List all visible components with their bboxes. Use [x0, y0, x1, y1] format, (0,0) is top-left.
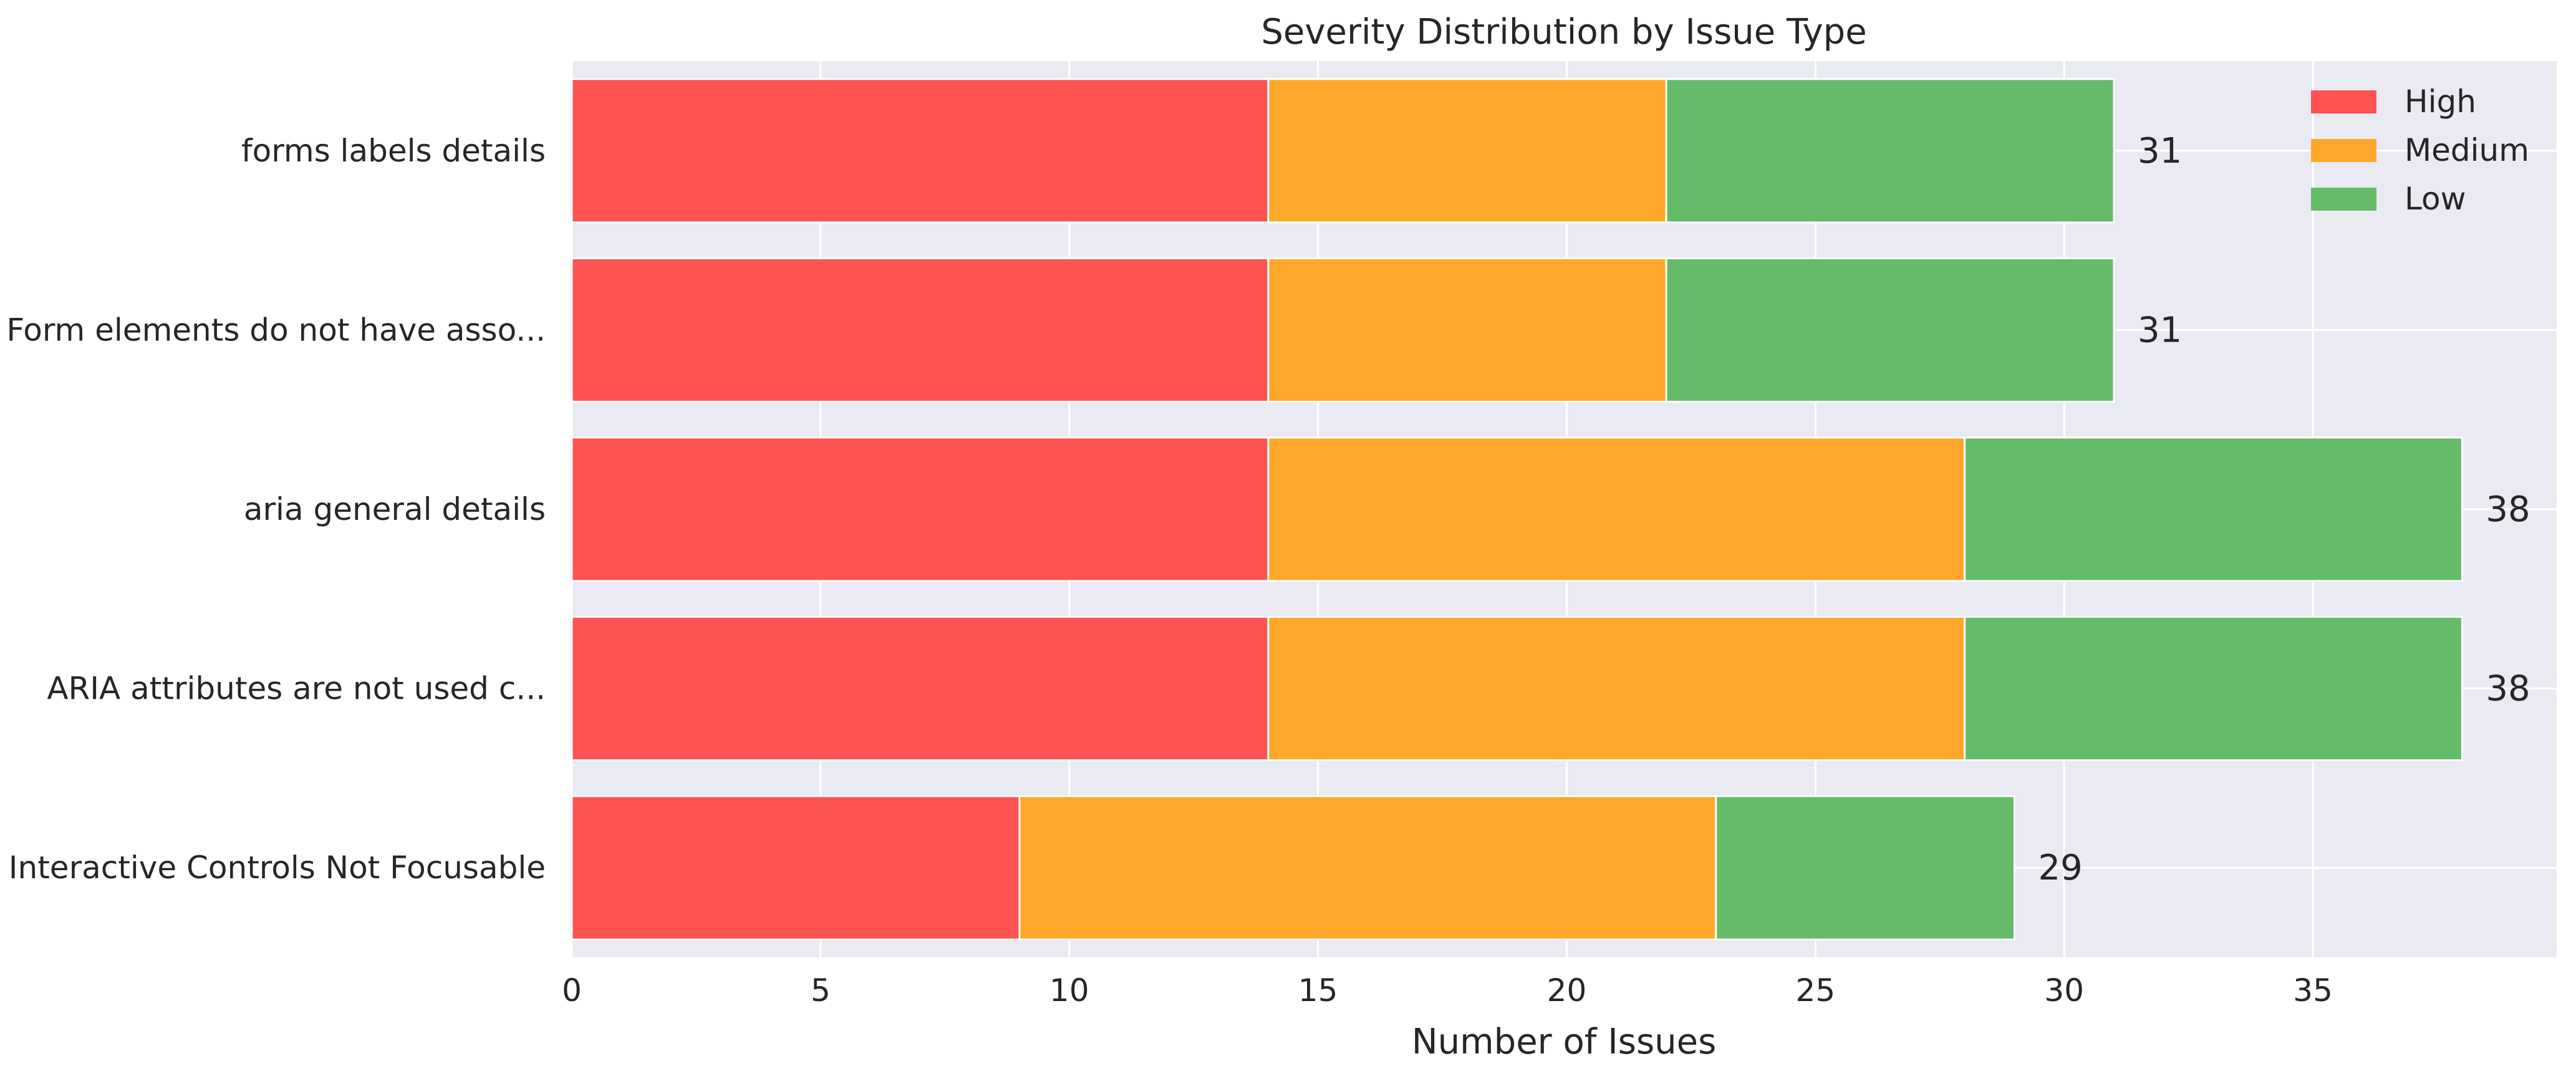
legend-swatch-high: [2311, 90, 2376, 113]
bar-segment-high: [571, 257, 1270, 403]
bar-segment-high: [571, 795, 1021, 941]
y-tick-label: ARIA attributes are not used c...: [47, 671, 546, 707]
x-tick-label: 20: [1547, 972, 1587, 1009]
x-tick-label: 15: [1298, 972, 1338, 1009]
x-tick-label: 30: [2044, 972, 2084, 1009]
bar-segment-medium: [1267, 436, 1966, 582]
bar-total-label: 38: [2486, 669, 2530, 709]
bar-segment-medium: [1267, 78, 1667, 224]
x-tick-label: 0: [562, 972, 582, 1009]
legend-label: Medium: [2405, 132, 2529, 168]
legend-label: Low: [2405, 181, 2466, 217]
bar-total-label: 29: [2038, 848, 2082, 888]
y-tick-label: forms labels details: [241, 133, 546, 169]
y-axis-tick-labels: forms labels details Form elements do not…: [6, 133, 546, 886]
bar-segment-high: [571, 436, 1270, 582]
x-tick-label: 35: [2293, 972, 2333, 1009]
bar-segment-high: [571, 616, 1270, 762]
bar-segment-low: [1715, 795, 2015, 941]
y-tick-label: aria general details: [244, 491, 546, 527]
bar-segment-medium: [1267, 257, 1667, 403]
legend: High Medium Low: [2311, 84, 2529, 217]
x-axis-tick-labels: 0 5 10 15 20 25 30 35: [562, 972, 2333, 1009]
bars: [571, 78, 2463, 941]
legend-swatch-medium: [2311, 139, 2376, 162]
bar-segment-high: [571, 78, 1270, 224]
bar-segment-low: [1964, 436, 2463, 582]
bar-total-label: 31: [2138, 310, 2182, 350]
x-axis-label: Number of Issues: [1412, 1022, 1717, 1062]
bar-total-label: 31: [2138, 131, 2182, 171]
x-tick-label: 5: [811, 972, 831, 1009]
bar-segment-low: [1665, 78, 2115, 224]
x-tick-label: 10: [1049, 972, 1089, 1009]
bar-segment-low: [1964, 616, 2463, 762]
legend-label: High: [2405, 84, 2476, 120]
bar-segment-medium: [1018, 795, 1717, 941]
bar-segment-low: [1665, 257, 2115, 403]
y-tick-label: Interactive Controls Not Focusable: [9, 850, 546, 886]
y-tick-label: Form elements do not have asso...: [6, 312, 546, 348]
chart-title: Severity Distribution by Issue Type: [1261, 12, 1866, 52]
data-labels: 31 31 38 38 29: [2038, 131, 2530, 888]
legend-swatch-low: [2311, 188, 2376, 211]
x-tick-label: 25: [1796, 972, 1836, 1009]
bar-total-label: 38: [2486, 489, 2530, 530]
bar-segment-medium: [1267, 616, 1966, 762]
